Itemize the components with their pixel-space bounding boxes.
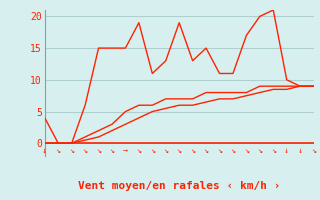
- Text: ↘: ↘: [311, 146, 316, 155]
- Text: ↘: ↘: [230, 146, 236, 155]
- Text: ↘: ↘: [109, 146, 115, 155]
- Text: ↘: ↘: [56, 146, 61, 155]
- Text: ↘: ↘: [204, 146, 209, 155]
- Text: ↘: ↘: [190, 146, 195, 155]
- Text: ↘: ↘: [69, 146, 74, 155]
- Text: ↘: ↘: [217, 146, 222, 155]
- Text: ↘: ↘: [244, 146, 249, 155]
- Text: ↘: ↘: [271, 146, 276, 155]
- Text: ↘: ↘: [257, 146, 262, 155]
- Text: →: →: [123, 146, 128, 155]
- Text: ↘: ↘: [83, 146, 88, 155]
- Text: ↘: ↘: [177, 146, 182, 155]
- Text: ↘: ↘: [163, 146, 168, 155]
- Text: ↘: ↘: [136, 146, 141, 155]
- Text: ↓: ↓: [284, 146, 289, 155]
- Text: ↘: ↘: [150, 146, 155, 155]
- Text: ↓: ↓: [42, 146, 47, 155]
- X-axis label: Vent moyen/en rafales ‹ km/h ›: Vent moyen/en rafales ‹ km/h ›: [78, 181, 280, 191]
- Text: ↘: ↘: [96, 146, 101, 155]
- Text: ↓: ↓: [298, 146, 303, 155]
